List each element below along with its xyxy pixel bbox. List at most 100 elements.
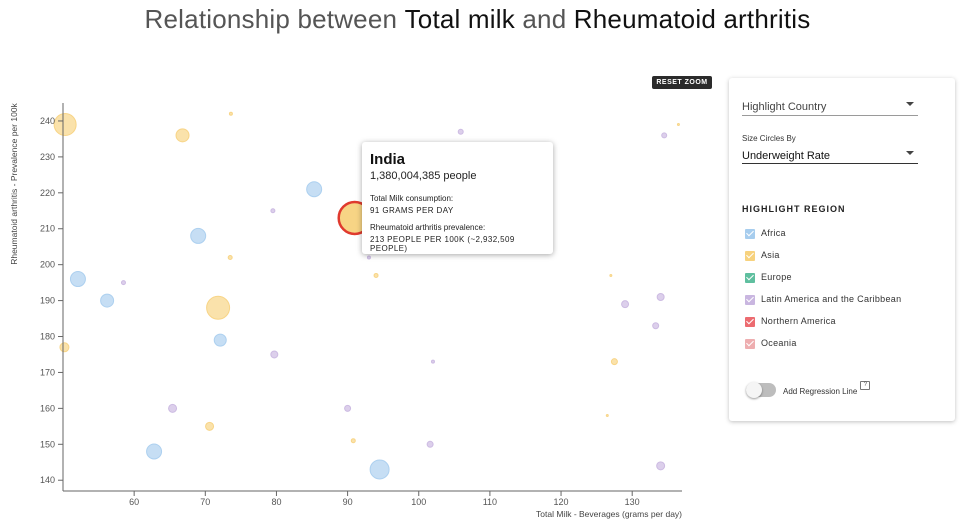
data-point[interactable] [69,271,86,288]
data-point[interactable] [661,132,668,139]
data-point[interactable] [175,128,190,143]
highlight-country-placeholder: Highlight Country [742,101,827,113]
country-tooltip: India 1,380,004,385 people Total Milk co… [362,142,553,254]
checkbox-checked-icon[interactable] [745,317,755,327]
axes-layer: 60 70 80 90 100 110 120 130 140 150 160 170 180 190 20… [9,102,682,519]
data-point[interactable] [366,255,371,260]
region-checkbox-item[interactable]: Latin America and the Caribbean [745,294,901,316]
region-label: Oceania [761,338,797,348]
x-tick-label: 60 [129,497,139,507]
region-checkbox-item[interactable]: Northern America [745,316,901,338]
tooltip-country-name: India [370,151,406,168]
y-tick-label: 190 [40,296,55,306]
title-part1: Relationship between [144,4,405,34]
data-point[interactable] [656,293,665,301]
checkbox-checked-icon[interactable] [745,251,755,261]
size-circles-value: Underweight Rate [742,150,831,162]
data-point[interactable] [270,208,276,214]
data-point[interactable] [369,459,390,480]
regression-label: Add Regression Line [783,387,858,396]
x-tick-label: 130 [625,497,640,507]
data-point[interactable] [344,404,352,412]
region-label: Africa [761,228,786,238]
title-part2: and [514,4,574,34]
checkbox-checked-icon[interactable] [745,273,755,283]
chevron-down-icon [906,102,914,106]
data-point[interactable] [656,461,666,471]
reset-zoom-button[interactable]: RESET ZOOM [652,76,712,89]
region-label: Europe [761,272,792,282]
chevron-down-icon [906,151,914,155]
checkbox-checked-icon[interactable] [745,229,755,239]
checkbox-checked-icon[interactable] [745,339,755,349]
y-tick-label: 210 [40,224,55,234]
data-point[interactable] [350,438,356,444]
data-point[interactable] [430,359,435,364]
data-point[interactable] [373,272,379,278]
data-point[interactable] [228,111,233,116]
regression-toggle[interactable] [746,382,776,398]
data-point[interactable] [120,280,126,286]
x-tick-label: 70 [200,497,210,507]
regression-toggle-row: Add Regression Line ? [746,380,871,398]
data-point[interactable] [205,421,215,431]
y-tick-label: 180 [40,332,55,342]
data-point[interactable] [168,403,178,413]
data-point[interactable] [270,350,279,359]
controls-panel: Highlight Country Size Circles By Underw… [729,78,955,421]
data-point[interactable] [190,227,207,244]
region-checkbox-item[interactable]: Asia [745,250,901,272]
tooltip-ra-value: 213 PEOPLE PER 100K (~2,932,509 PEOPLE) [370,235,515,253]
y-tick-label: 150 [40,439,55,449]
size-circles-label: Size Circles By [742,134,796,143]
region-label: Northern America [761,316,836,326]
tooltip-population: 1,380,004,385 people [370,170,477,182]
region-checkbox-item[interactable]: Oceania [745,338,901,360]
data-point[interactable] [457,128,464,135]
y-tick-label: 240 [40,116,55,126]
region-label: Latin America and the Caribbean [761,294,902,304]
x-tick-label: 120 [554,497,569,507]
x-tick-label: 100 [411,497,426,507]
size-circles-select[interactable]: Underweight Rate [742,146,918,164]
data-point[interactable] [100,293,115,308]
region-checkbox-item[interactable]: Europe [745,272,901,294]
tooltip-ra-label: Rheumatoid arthritis prevalence: [370,223,486,232]
data-point[interactable] [610,358,618,366]
data-point[interactable] [676,123,680,127]
x-axis-label: Total Milk - Beverages (grams per day) [536,509,682,519]
toggle-knob[interactable] [746,382,762,398]
data-point[interactable] [306,181,323,198]
region-label: Asia [761,250,780,260]
data-point[interactable] [59,342,70,353]
data-point[interactable] [605,414,609,418]
y-tick-label: 140 [40,475,55,485]
scatter-chart[interactable]: 60 70 80 90 100 110 120 130 140 150 160 170 180 190 20… [0,0,720,523]
x-tick-label: 110 [483,497,497,507]
region-checkbox-item[interactable]: Africa [745,228,901,250]
data-point[interactable] [206,295,231,320]
title-variable-2: Rheumatoid arthritis [573,4,811,34]
data-point[interactable] [53,113,77,137]
y-axis-label: Rheumatoid arthritis - Prevalence per 10… [9,102,19,264]
y-tick-label: 170 [40,367,55,377]
data-point[interactable] [426,440,434,448]
x-tick-label: 90 [343,497,353,507]
y-tick-label: 220 [40,188,55,198]
data-point[interactable] [213,333,227,347]
data-point[interactable] [652,322,660,330]
chart-title: Relationship between Total milk and Rheu… [0,4,955,35]
highlight-country-select[interactable]: Highlight Country [742,97,918,116]
tooltip-milk-value: 91 GRAMS PER DAY [370,206,454,215]
title-variable-1: Total milk [404,4,515,34]
tooltip-milk-label: Total Milk consumption: [370,194,454,203]
y-tick-label: 230 [40,152,55,162]
help-icon[interactable]: ? [860,380,871,390]
data-point[interactable] [609,273,613,277]
checkbox-checked-icon[interactable] [745,295,755,305]
data-point[interactable] [146,443,163,460]
data-point[interactable] [227,254,233,260]
y-tick-label: 200 [40,260,55,270]
data-point[interactable] [621,300,630,309]
highlight-region-title: HIGHLIGHT REGION [742,204,846,214]
